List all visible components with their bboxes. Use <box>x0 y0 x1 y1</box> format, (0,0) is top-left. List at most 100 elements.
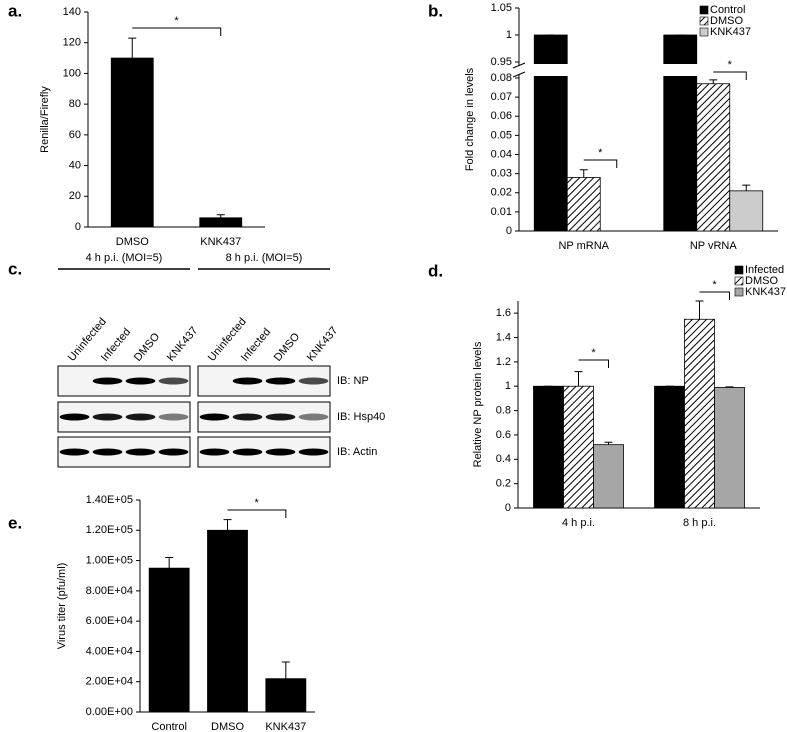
lane-label: Infected <box>99 326 133 364</box>
blot-band <box>232 377 263 385</box>
y-tick-label: 0.4 <box>496 453 511 465</box>
axis-break <box>520 64 779 76</box>
y-tick-label: 0.00E+00 <box>86 706 133 718</box>
y-tick-label: 40 <box>69 159 81 171</box>
significance-label: * <box>728 59 733 71</box>
y-tick-label: 0.8 <box>496 404 511 416</box>
bar <box>110 57 154 228</box>
y-tick-label: 1.05 <box>491 2 512 14</box>
error-bar <box>725 386 734 388</box>
error-bar <box>604 441 613 445</box>
blot-band <box>59 413 90 421</box>
y-tick-label: 100 <box>63 67 81 79</box>
y-tick-label: 0.08 <box>491 72 512 84</box>
bar <box>563 385 594 509</box>
y-axis-label: Fold change in levels <box>464 67 476 171</box>
y-tick-label: 20 <box>69 190 81 202</box>
significance-label: * <box>255 497 260 509</box>
x-tick-label: NP mRNA <box>558 240 609 252</box>
panel-label: a. <box>8 1 22 20</box>
significance-label: * <box>598 147 603 159</box>
y-tick-label: 0.6 <box>496 429 511 441</box>
axis-break-mark <box>512 62 526 78</box>
y-axis-label: Relative NP protein levels <box>472 341 484 467</box>
error-bar <box>281 661 290 679</box>
blot-band <box>199 448 230 456</box>
blot-band <box>158 377 189 385</box>
blot-group-label: 8 h p.i. (MOI=5) <box>226 252 303 264</box>
y-tick-label: 140 <box>63 6 81 18</box>
x-tick-label: DMSO <box>116 236 149 248</box>
y-tick-label: 1.4 <box>496 331 511 343</box>
blot-band <box>125 377 156 385</box>
lane-label: DMSO <box>132 330 163 363</box>
y-tick-label: 0.06 <box>491 110 512 122</box>
lane-label: KNK437 <box>165 325 201 364</box>
x-tick-label: 4 h p.i. <box>562 517 595 529</box>
significance-label: * <box>712 279 717 291</box>
x-tick-label: NP vRNA <box>690 240 738 252</box>
significance-bracket <box>713 71 747 80</box>
blot-band <box>199 413 230 421</box>
blot-row-label: IB: Hsp40 <box>337 411 385 423</box>
error-bar <box>742 184 751 191</box>
bar <box>654 385 685 509</box>
error-bar <box>223 519 232 531</box>
blot-band <box>298 448 329 456</box>
x-tick-label: DMSO <box>211 721 244 732</box>
legend-label: Control <box>710 4 745 16</box>
y-tick-label: 120 <box>63 37 81 49</box>
error-bar <box>709 79 718 84</box>
y-tick-label: 0 <box>506 225 512 237</box>
legend-swatch <box>734 287 744 297</box>
bar <box>148 567 190 713</box>
y-axis-label: Virus titer (pfu/ml) <box>56 563 68 650</box>
blot-band <box>298 377 329 385</box>
blot-group-label: 4 h p.i. (MOI=5) <box>86 252 163 264</box>
y-tick-label: 1.2 <box>496 356 511 368</box>
bar <box>566 177 601 232</box>
blot-band <box>158 448 189 456</box>
y-tick-label: 1.00E+05 <box>86 554 133 566</box>
y-tick-label: 0.07 <box>491 91 512 103</box>
x-tick-label: Control <box>151 721 186 732</box>
bar <box>265 678 307 713</box>
blot-band <box>125 448 156 456</box>
error-bar <box>165 557 174 569</box>
blot-row-label: IB: Actin <box>337 446 377 458</box>
blot-band <box>125 413 156 421</box>
x-tick-label: 8 h p.i. <box>683 517 716 529</box>
bar <box>714 387 745 509</box>
blot-band <box>92 413 123 421</box>
x-tick-label: KNK437 <box>265 721 306 732</box>
significance-bracket <box>583 159 618 168</box>
lane-label: KNK437 <box>305 325 341 364</box>
error-bar <box>695 300 704 320</box>
bar <box>199 217 243 228</box>
blot-band <box>232 413 263 421</box>
y-tick-label: 1.6 <box>496 307 511 319</box>
significance-bracket <box>132 27 222 36</box>
blot-band <box>265 448 296 456</box>
legend-label: DMSO <box>710 15 743 27</box>
y-tick-label: 2.00E+04 <box>86 676 133 688</box>
legend-label: KNK437 <box>710 26 751 38</box>
error-bar <box>574 371 583 387</box>
panel-label: c. <box>8 259 22 278</box>
error-bar <box>579 169 588 178</box>
blot-band <box>158 413 189 421</box>
y-tick-label: 8.00E+04 <box>86 585 133 597</box>
y-tick-label: 60 <box>69 129 81 141</box>
y-tick-label: 1 <box>506 29 512 41</box>
significance-bracket <box>578 359 609 368</box>
significance-bracket <box>227 509 287 518</box>
y-tick-label: 0.01 <box>491 206 512 218</box>
blot-band <box>59 448 90 456</box>
legend-swatch <box>734 276 744 286</box>
panel-label: e. <box>8 513 22 532</box>
y-axis-label: Renilla/Firefly <box>39 86 51 153</box>
significance-label: * <box>174 15 179 27</box>
bar <box>533 385 564 509</box>
bar <box>729 190 764 232</box>
legend-label: DMSO <box>745 275 778 287</box>
